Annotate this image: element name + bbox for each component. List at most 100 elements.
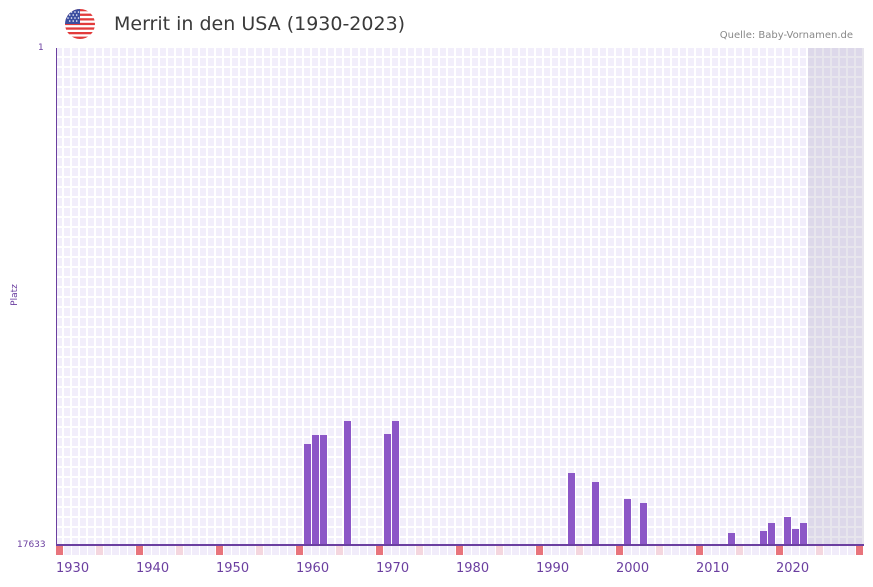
year-marker (192, 546, 199, 555)
y-tick-top: 1 (38, 43, 44, 53)
year-marker (104, 546, 111, 555)
year-marker (800, 546, 807, 555)
year-marker (248, 546, 255, 555)
year-marker (584, 546, 591, 555)
year-marker (504, 546, 511, 555)
source-credit: Quelle: Baby-Vornamen.de (719, 30, 853, 41)
plot-area (56, 48, 864, 546)
year-marker (656, 546, 663, 555)
x-tick-label: 2000 (616, 561, 650, 576)
year-marker (112, 546, 119, 555)
x-tick-label: 1980 (456, 561, 490, 576)
year-marker (72, 546, 79, 555)
year-marker (832, 546, 839, 555)
x-tick-label: 1960 (296, 561, 330, 576)
year-marker (480, 546, 487, 555)
year-marker (400, 546, 407, 555)
chart-header: Merrit in den USA (1930-2023) Quelle: Ba… (0, 0, 873, 48)
year-marker (792, 546, 799, 555)
year-marker (568, 546, 575, 555)
year-marker (240, 546, 247, 555)
bar-2021[interactable] (784, 516, 791, 545)
year-marker (784, 546, 791, 555)
bar-2018[interactable] (760, 530, 767, 545)
bar-1961[interactable] (304, 444, 311, 545)
year-marker (344, 546, 351, 555)
year-marker (824, 546, 831, 555)
year-marker (272, 546, 279, 555)
year-marker (208, 546, 215, 555)
year-marker (816, 546, 823, 555)
year-marker (56, 546, 63, 555)
x-tick-label: 1950 (216, 561, 250, 576)
year-marker (264, 546, 271, 555)
y-axis-title: Platz (10, 284, 20, 306)
year-marker (328, 546, 335, 555)
year-marker (176, 546, 183, 555)
year-marker (224, 546, 231, 555)
year-marker (464, 546, 471, 555)
year-marker (320, 546, 327, 555)
year-marker (680, 546, 687, 555)
year-marker (744, 546, 751, 555)
chart-title: Merrit in den USA (1930-2023) (114, 13, 406, 35)
year-marker (736, 546, 743, 555)
bar-1966[interactable] (344, 421, 351, 545)
year-marker (304, 546, 311, 555)
us-flag-icon (65, 9, 95, 39)
year-marker (120, 546, 127, 555)
year-marker (808, 546, 815, 555)
year-marker (216, 546, 223, 555)
year-marker (592, 546, 599, 555)
bar-1994[interactable] (568, 473, 575, 545)
year-marker (392, 546, 399, 555)
year-marker (96, 546, 103, 555)
bar-1971[interactable] (384, 433, 391, 545)
bar-1962[interactable] (312, 435, 319, 545)
x-tick-label: 1930 (56, 561, 90, 576)
year-marker (312, 546, 319, 555)
x-tick-label: 2010 (696, 561, 730, 576)
year-marker (760, 546, 767, 555)
bar-2003[interactable] (640, 503, 647, 545)
year-marker (448, 546, 455, 555)
bar-2023[interactable] (800, 522, 807, 545)
future-shaded-region (808, 48, 864, 545)
year-marker (416, 546, 423, 555)
year-marker (384, 546, 391, 555)
year-marker (472, 546, 479, 555)
bar-1997[interactable] (592, 482, 599, 545)
year-marker (456, 546, 463, 555)
year-marker (200, 546, 207, 555)
year-marker (848, 546, 855, 555)
year-marker (64, 546, 71, 555)
year-marker (664, 546, 671, 555)
year-marker-row (56, 546, 864, 555)
year-marker (160, 546, 167, 555)
year-marker (608, 546, 615, 555)
bar-2022[interactable] (792, 528, 799, 545)
year-marker (288, 546, 295, 555)
year-marker (696, 546, 703, 555)
x-tick-label: 1940 (136, 561, 170, 576)
x-axis-line (56, 544, 864, 546)
year-marker (840, 546, 847, 555)
year-marker (336, 546, 343, 555)
year-marker (296, 546, 303, 555)
bar-1972[interactable] (392, 421, 399, 545)
year-marker (496, 546, 503, 555)
bar-2001[interactable] (624, 498, 631, 545)
year-marker (184, 546, 191, 555)
year-marker (688, 546, 695, 555)
year-marker (80, 546, 87, 555)
year-marker (576, 546, 583, 555)
year-marker (776, 546, 783, 555)
x-tick-label: 1990 (536, 561, 570, 576)
grid (56, 48, 864, 545)
bar-2014[interactable] (728, 532, 735, 545)
x-tick-label: 1970 (376, 561, 410, 576)
bar-1963[interactable] (320, 435, 327, 545)
bar-2019[interactable] (768, 522, 775, 545)
year-marker (152, 546, 159, 555)
y-axis-line (56, 48, 57, 545)
